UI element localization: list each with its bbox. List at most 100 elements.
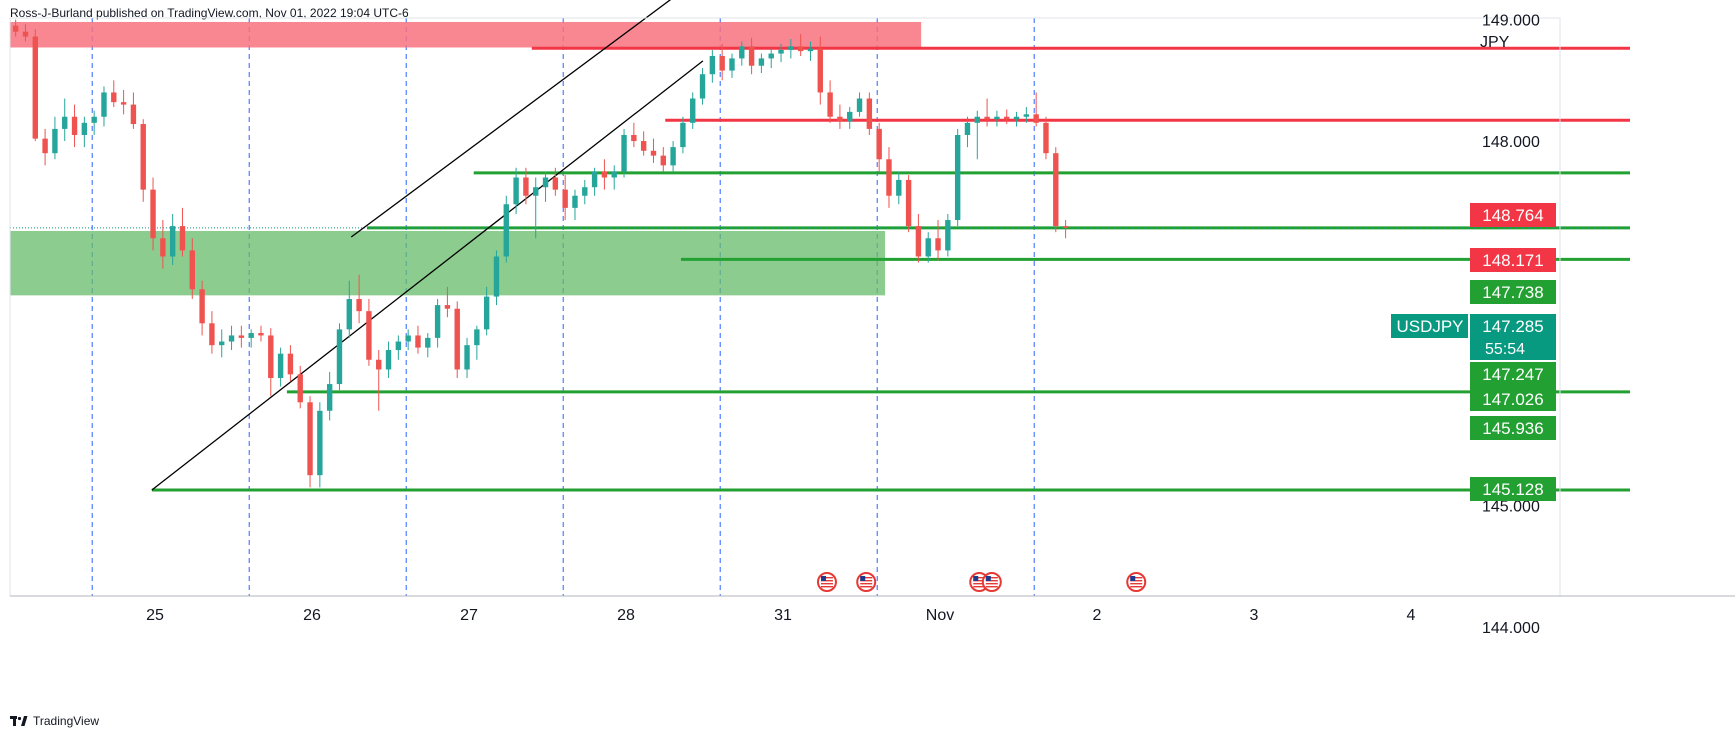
candle-body <box>111 92 117 103</box>
candle-body <box>287 353 294 375</box>
candle-body <box>856 98 863 112</box>
us-flag-event-icon <box>856 572 877 592</box>
us-flag-event-icon <box>816 572 837 592</box>
candle-body <box>650 150 657 156</box>
candle-body <box>385 350 392 370</box>
flag-canton <box>860 576 866 581</box>
last-price-bg <box>1470 314 1556 360</box>
candle-body <box>562 189 568 208</box>
candle-body <box>62 116 68 129</box>
price-tick-4: 144.000 <box>1482 620 1540 637</box>
price-label-bg <box>1470 248 1556 272</box>
candle-body <box>807 48 814 52</box>
tradingview-brand: TradingView <box>33 714 100 728</box>
candle-body <box>22 31 29 37</box>
candle-body <box>552 177 559 190</box>
flag-canton <box>820 576 826 581</box>
candle-body <box>366 311 372 360</box>
candle-body <box>935 238 941 251</box>
candle-body <box>1023 114 1030 117</box>
candle-body <box>768 53 774 59</box>
candles <box>12 19 1069 488</box>
candle-body <box>1043 122 1049 154</box>
time-tick-7: 3 <box>1250 607 1259 624</box>
price-label-bg <box>1470 362 1556 386</box>
price-label-0: 148.764 <box>1482 206 1543 225</box>
candle-body <box>228 335 235 342</box>
candle-body <box>866 98 873 129</box>
candle-body <box>896 179 902 196</box>
time-tick-1: 26 <box>303 607 321 624</box>
candle-body <box>493 256 500 297</box>
flag-canton <box>973 576 979 581</box>
candle-body <box>326 384 333 411</box>
candle-body <box>1062 226 1069 228</box>
candle-body <box>346 299 352 330</box>
flag-stripe <box>820 580 833 582</box>
candle-body <box>954 134 961 221</box>
candle-body <box>12 25 19 32</box>
tradingview-logo-icon <box>10 716 28 726</box>
candle-body <box>670 147 676 166</box>
candle-body <box>729 58 735 71</box>
price-axis-labels: 148.764 148.171 147.738 147.247 147.026 145.9… <box>1391 203 1556 501</box>
candle-body <box>886 159 892 196</box>
candle-body <box>817 48 823 93</box>
candle-body <box>709 56 716 75</box>
candle-body <box>1033 114 1039 123</box>
flag-stripe <box>985 583 998 585</box>
price-label-bg <box>1470 203 1556 227</box>
candle-body <box>837 116 843 122</box>
candle-body <box>748 46 755 66</box>
candle-body <box>699 74 706 99</box>
candle-body <box>150 189 156 239</box>
flag-stripe <box>985 586 998 588</box>
price-label-bg <box>1470 280 1556 304</box>
trendlines <box>151 0 704 491</box>
candle-body <box>611 171 617 178</box>
flag-ring <box>981 572 1002 592</box>
candle-body <box>984 116 990 120</box>
flag-stripe <box>820 577 833 579</box>
candle-body <box>395 341 402 351</box>
candle-body <box>140 124 146 190</box>
candle-body <box>130 104 137 125</box>
flag-stripe <box>985 577 998 579</box>
candle-body <box>376 359 382 370</box>
candle-body <box>71 116 78 135</box>
candle-body <box>788 46 794 50</box>
resistance-zone <box>10 21 922 48</box>
price-tick-1: 149.000 <box>1482 13 1540 30</box>
flag-ring <box>856 572 877 592</box>
candle-body <box>690 98 696 123</box>
flag-ring <box>1126 572 1147 592</box>
flag-stripe <box>820 586 833 588</box>
flag-stripe <box>973 577 986 579</box>
candle-body <box>847 111 853 122</box>
flag-stripe <box>973 580 986 582</box>
candle-body <box>572 195 578 208</box>
us-flag-event-icon <box>981 572 1002 592</box>
session-gridlines <box>91 18 1035 596</box>
candle-body <box>248 333 254 338</box>
candle-body <box>827 92 833 117</box>
candle-body <box>1053 153 1059 227</box>
flag-stripe <box>985 580 998 582</box>
axes: JPY150.000149.000148.000145.000144.00025… <box>9 13 1735 637</box>
candle-body <box>945 220 951 251</box>
zones <box>10 21 922 296</box>
candle-body <box>915 226 922 257</box>
publisher-caption: Ross-J-Burland published on TradingView.… <box>10 6 409 20</box>
time-tick-5: Nov <box>926 607 954 624</box>
candle-body <box>513 177 519 205</box>
flag-stripe <box>1130 586 1143 588</box>
candle-body <box>660 155 666 166</box>
time-tick-6: 2 <box>1093 607 1102 624</box>
candle-body <box>356 299 362 312</box>
price-label-4: 147.026 <box>1482 390 1543 409</box>
candle-body <box>444 305 451 309</box>
flag-stripe <box>1130 580 1143 582</box>
candle-body <box>277 353 284 378</box>
candle-body <box>640 141 647 151</box>
